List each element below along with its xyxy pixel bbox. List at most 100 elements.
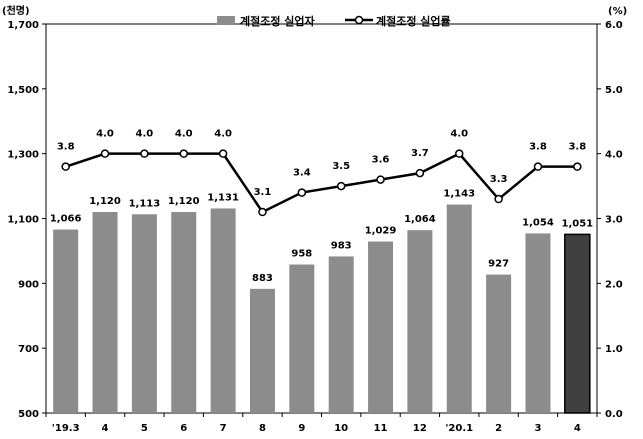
bar-value-label: 1,131 (207, 192, 239, 203)
line-value-label: 4.0 (450, 129, 468, 140)
line-point (455, 149, 464, 158)
bar-value-label: 1,120 (89, 196, 121, 207)
line-value-label: 3.6 (372, 155, 390, 166)
x-axis-tick-label: '19.3 (52, 423, 80, 434)
bar (446, 204, 472, 413)
line-value-label: 4.0 (175, 129, 193, 140)
right-axis-tick-label: 3.0 (605, 215, 623, 226)
bar (407, 230, 433, 413)
line-data-labels: 3.8 4.0 4.0 4.0 4.0 3.1 3.4 3.5 3.6 3.7 4.0 3.3 3.8 3… (57, 129, 586, 198)
right-axis-tick-label: 4.0 (605, 150, 623, 161)
bar-value-label: 883 (252, 273, 273, 284)
line-point (218, 149, 228, 158)
x-axis-tick-label: 4 (574, 423, 581, 434)
bar (53, 229, 79, 413)
right-axis: 0.0 1.0 2.0 3.0 4.0 5.0 6.0 (597, 20, 623, 420)
left-axis-tick-label: 1,100 (7, 215, 39, 226)
left-axis: 500 700 900 1,100 1,300 1,500 1,700 (7, 20, 46, 420)
left-axis-tick-label: 1,300 (7, 150, 39, 161)
bar (210, 208, 236, 413)
bar (92, 212, 118, 413)
bar (525, 233, 551, 413)
legend-line-marker (354, 15, 364, 25)
line-value-label: 4.0 (214, 129, 232, 140)
bar (328, 256, 354, 413)
left-axis-tick-label: 900 (18, 279, 39, 290)
line-point (100, 149, 110, 158)
legend-line-label: 계절조정 실업률 (376, 14, 451, 28)
x-axis-tick-label: 2 (495, 423, 502, 434)
line-point (376, 175, 385, 184)
legend: 계절조정 실업자 계절조정 실업률 (217, 14, 451, 28)
bar-value-label: 927 (488, 259, 509, 270)
line-point (297, 188, 307, 197)
bar-value-label: 1,066 (50, 214, 82, 225)
bar-value-label: 1,029 (365, 226, 397, 237)
bar (564, 233, 591, 414)
bar (368, 241, 394, 413)
bar-value-label: 1,143 (443, 189, 475, 200)
x-axis-tick-label: 6 (180, 423, 187, 434)
bar (486, 274, 512, 413)
x-axis-tick-label: 10 (334, 423, 348, 434)
x-axis-tick-label: 5 (141, 423, 148, 434)
line-value-label: 3.7 (411, 148, 429, 159)
right-axis-unit: (%) (608, 6, 627, 17)
x-axis-tick-label: 12 (413, 423, 427, 434)
x-axis-tick-label: 4 (102, 423, 109, 434)
legend-bar-swatch (217, 16, 235, 25)
plot-frame (45, 23, 598, 414)
bar (289, 264, 315, 413)
line-series (61, 149, 582, 217)
left-axis-unit: (천명) (2, 4, 30, 17)
left-axis-tick-label: 700 (18, 344, 39, 355)
line-value-label: 4.0 (96, 129, 114, 140)
line-value-label: 4.0 (136, 129, 154, 140)
x-axis-tick-label: 9 (298, 423, 305, 434)
line-point (533, 162, 543, 171)
line-point (179, 149, 188, 158)
right-axis-tick-label: 0.0 (605, 409, 623, 420)
line-value-label: 3.4 (293, 168, 311, 179)
rate-line (65, 152, 578, 214)
line-value-label: 3.8 (529, 142, 547, 153)
legend-bar-label: 계절조정 실업자 (240, 14, 316, 28)
right-axis-tick-label: 1.0 (605, 344, 623, 355)
x-axis-tick-label: '20.1 (445, 423, 473, 434)
bar-value-label: 1,120 (168, 196, 200, 207)
line-value-label: 3.8 (57, 142, 75, 153)
bar-value-label: 1,113 (129, 198, 161, 209)
line-value-label: 3.3 (490, 174, 508, 185)
line-point (140, 149, 149, 158)
left-axis-tick-label: 1,500 (7, 85, 39, 96)
bar-value-label: 983 (331, 240, 352, 251)
right-axis-tick-label: 2.0 (605, 279, 623, 290)
line-value-label: 3.1 (254, 187, 272, 198)
line-point (336, 181, 346, 191)
line-value-label: 3.8 (568, 142, 586, 153)
line-point (61, 162, 70, 171)
x-axis-tick-label: 7 (220, 423, 227, 434)
left-axis-tick-label: 500 (18, 409, 39, 420)
line-point (415, 168, 425, 178)
bar-value-label: 1,064 (404, 214, 436, 225)
x-axis-tick-label: 11 (374, 423, 388, 434)
bar (171, 212, 197, 413)
left-axis-tick-label: 1,700 (7, 20, 39, 31)
bar (131, 214, 157, 413)
bar-value-label: 958 (291, 249, 312, 260)
x-axis: '19.3 4 5 6 7 8 9 10 11 12 '20.1 2 3 4 (45, 413, 598, 434)
bar-series (53, 204, 591, 414)
bar-value-label: 1,054 (522, 217, 554, 228)
bar (249, 288, 275, 413)
line-point (494, 194, 503, 204)
right-axis-tick-label: 6.0 (605, 20, 623, 31)
bar-data-labels: 1,066 1,120 1,113 1,120 1,131 883 958 983 1,029 1… (50, 189, 593, 284)
line-point (258, 207, 267, 217)
line-value-label: 3.5 (332, 161, 350, 172)
bar-value-label: 1,051 (562, 218, 594, 229)
x-axis-tick-label: 8 (259, 423, 266, 434)
x-axis-tick-label: 3 (534, 423, 541, 434)
right-axis-tick-label: 5.0 (605, 85, 623, 96)
